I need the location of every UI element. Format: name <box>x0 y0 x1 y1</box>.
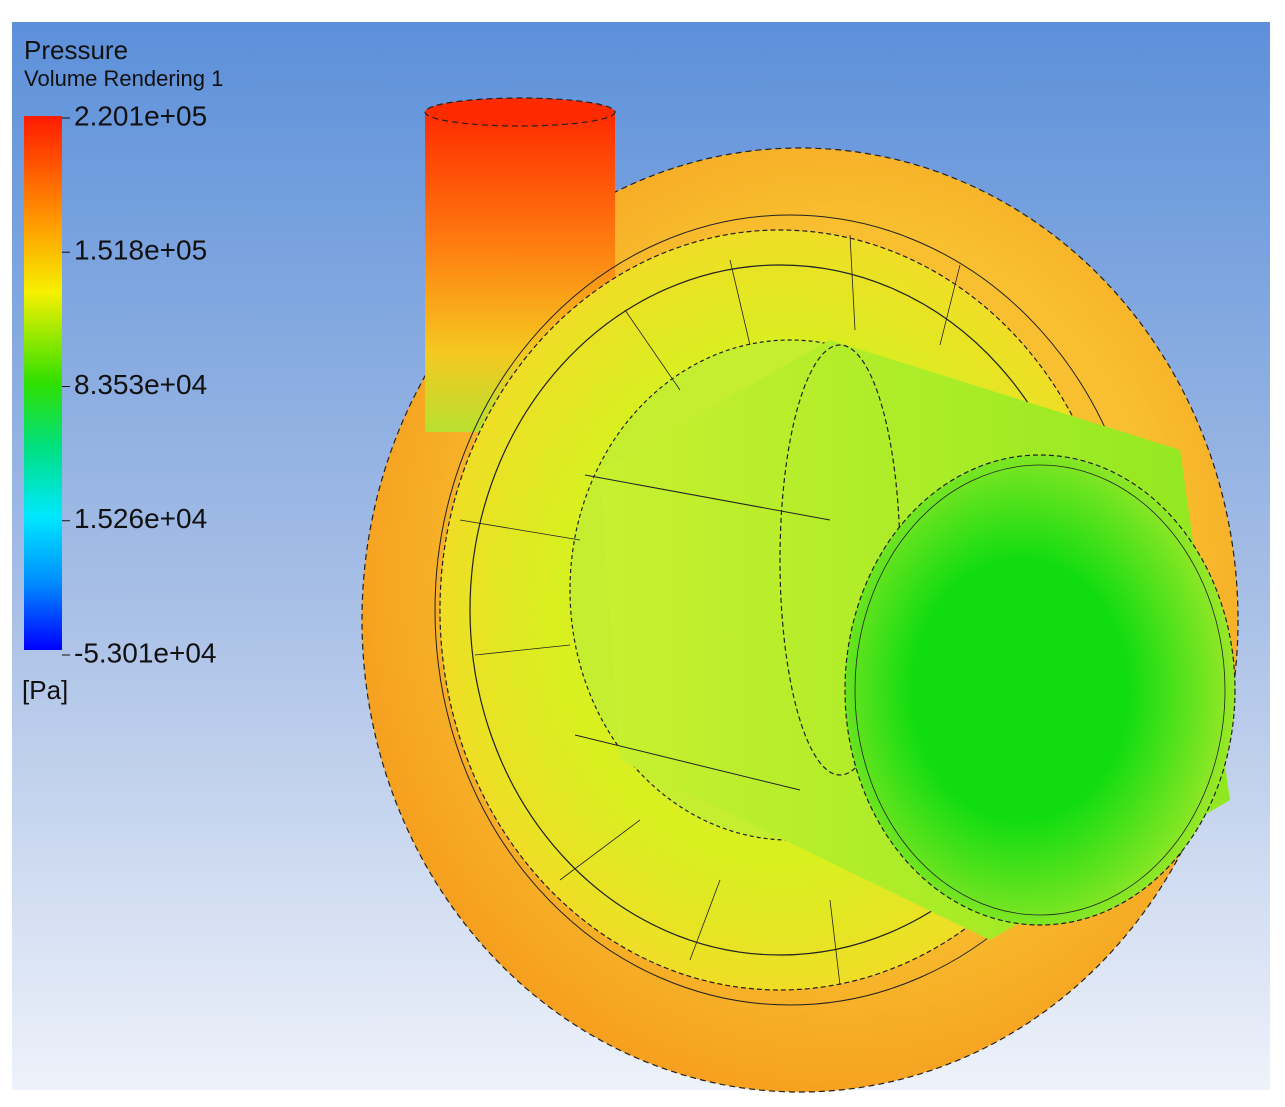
color-bar <box>24 116 62 650</box>
legend-label: 2.201e+05 <box>74 100 207 131</box>
legend-unit: [Pa] <box>22 675 68 705</box>
legend-label: -5.301e+04 <box>74 637 216 668</box>
legend: Pressure Volume Rendering 1 2.201e+05 1.5… <box>22 35 223 705</box>
pump-geometry <box>361 97 1239 1093</box>
legend-label: 1.526e+04 <box>74 503 207 534</box>
legend-label: 8.353e+04 <box>74 369 207 400</box>
legend-label: 1.518e+05 <box>74 235 207 266</box>
legend-title: Pressure <box>24 35 128 65</box>
legend-subtitle: Volume Rendering 1 <box>24 66 223 91</box>
